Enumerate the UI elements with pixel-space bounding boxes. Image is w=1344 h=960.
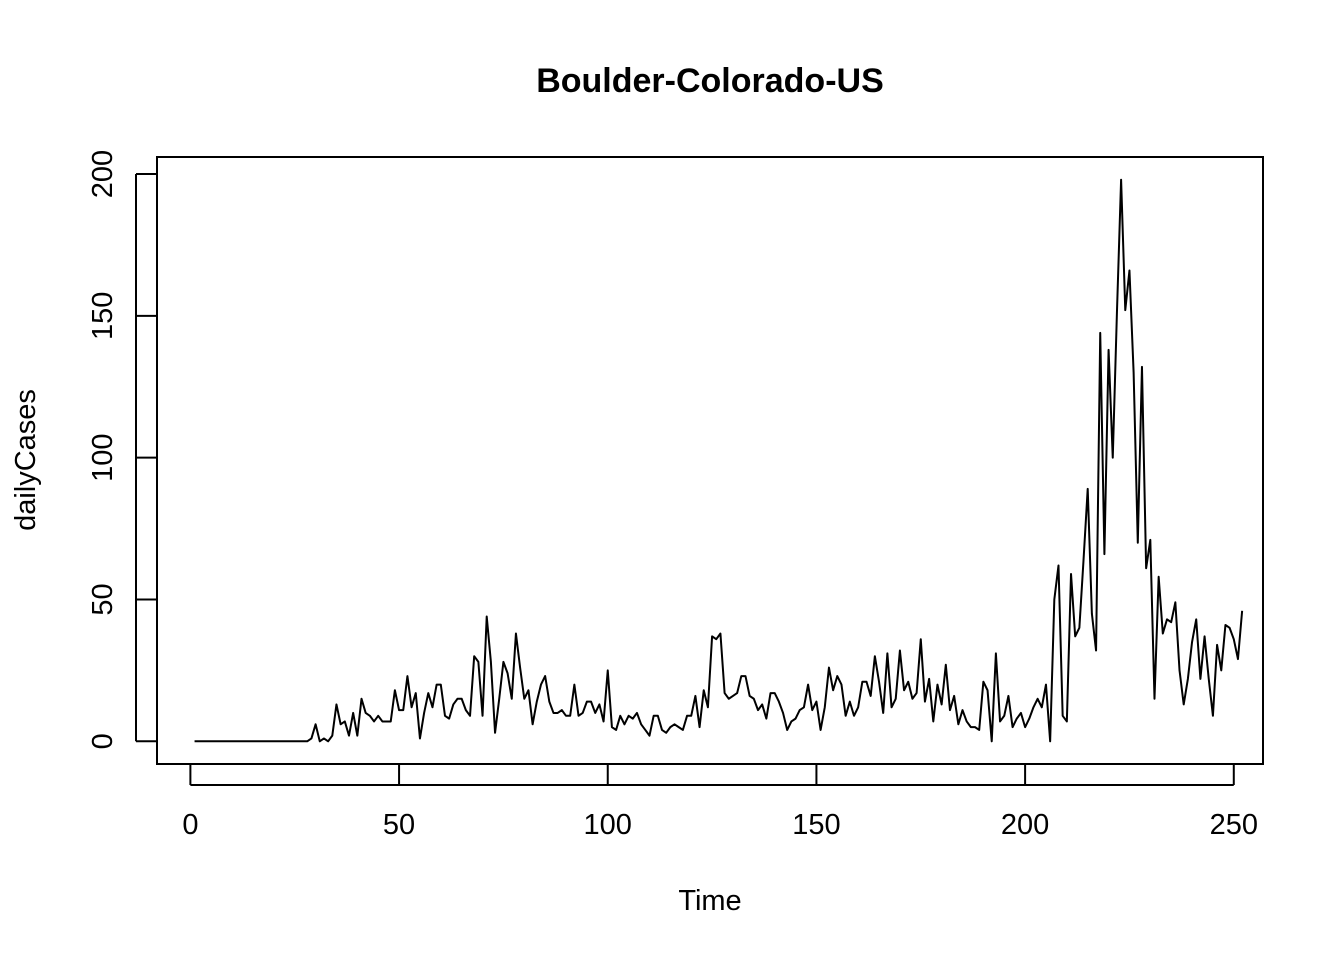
series-line-daily-cases (194, 178, 1244, 743)
x-axis-label: Time (678, 885, 741, 917)
data-points (194, 179, 1243, 742)
x-tick-label: 0 (182, 809, 198, 841)
y-tick-label: 200 (87, 150, 119, 198)
x-axis: 0 50 100 150 200 250 (182, 764, 1258, 841)
x-tick-label: 150 (792, 809, 840, 841)
x-tick-label: 250 (1210, 809, 1258, 841)
y-tick-label: 0 (87, 733, 119, 749)
x-tick-label: 200 (1001, 809, 1049, 841)
plot-frame (156, 156, 1264, 765)
x-tick-label: 50 (383, 809, 415, 841)
y-axis: 0 50 100 150 200 (87, 150, 157, 749)
x-tick-label: 100 (584, 809, 632, 841)
y-axis-label: dailyCases (10, 389, 42, 531)
y-tick-label: 150 (87, 292, 119, 340)
y-tick-label: 100 (87, 433, 119, 481)
y-tick-label: 50 (87, 583, 119, 615)
chart-title: Boulder-Colorado-US (536, 62, 884, 100)
